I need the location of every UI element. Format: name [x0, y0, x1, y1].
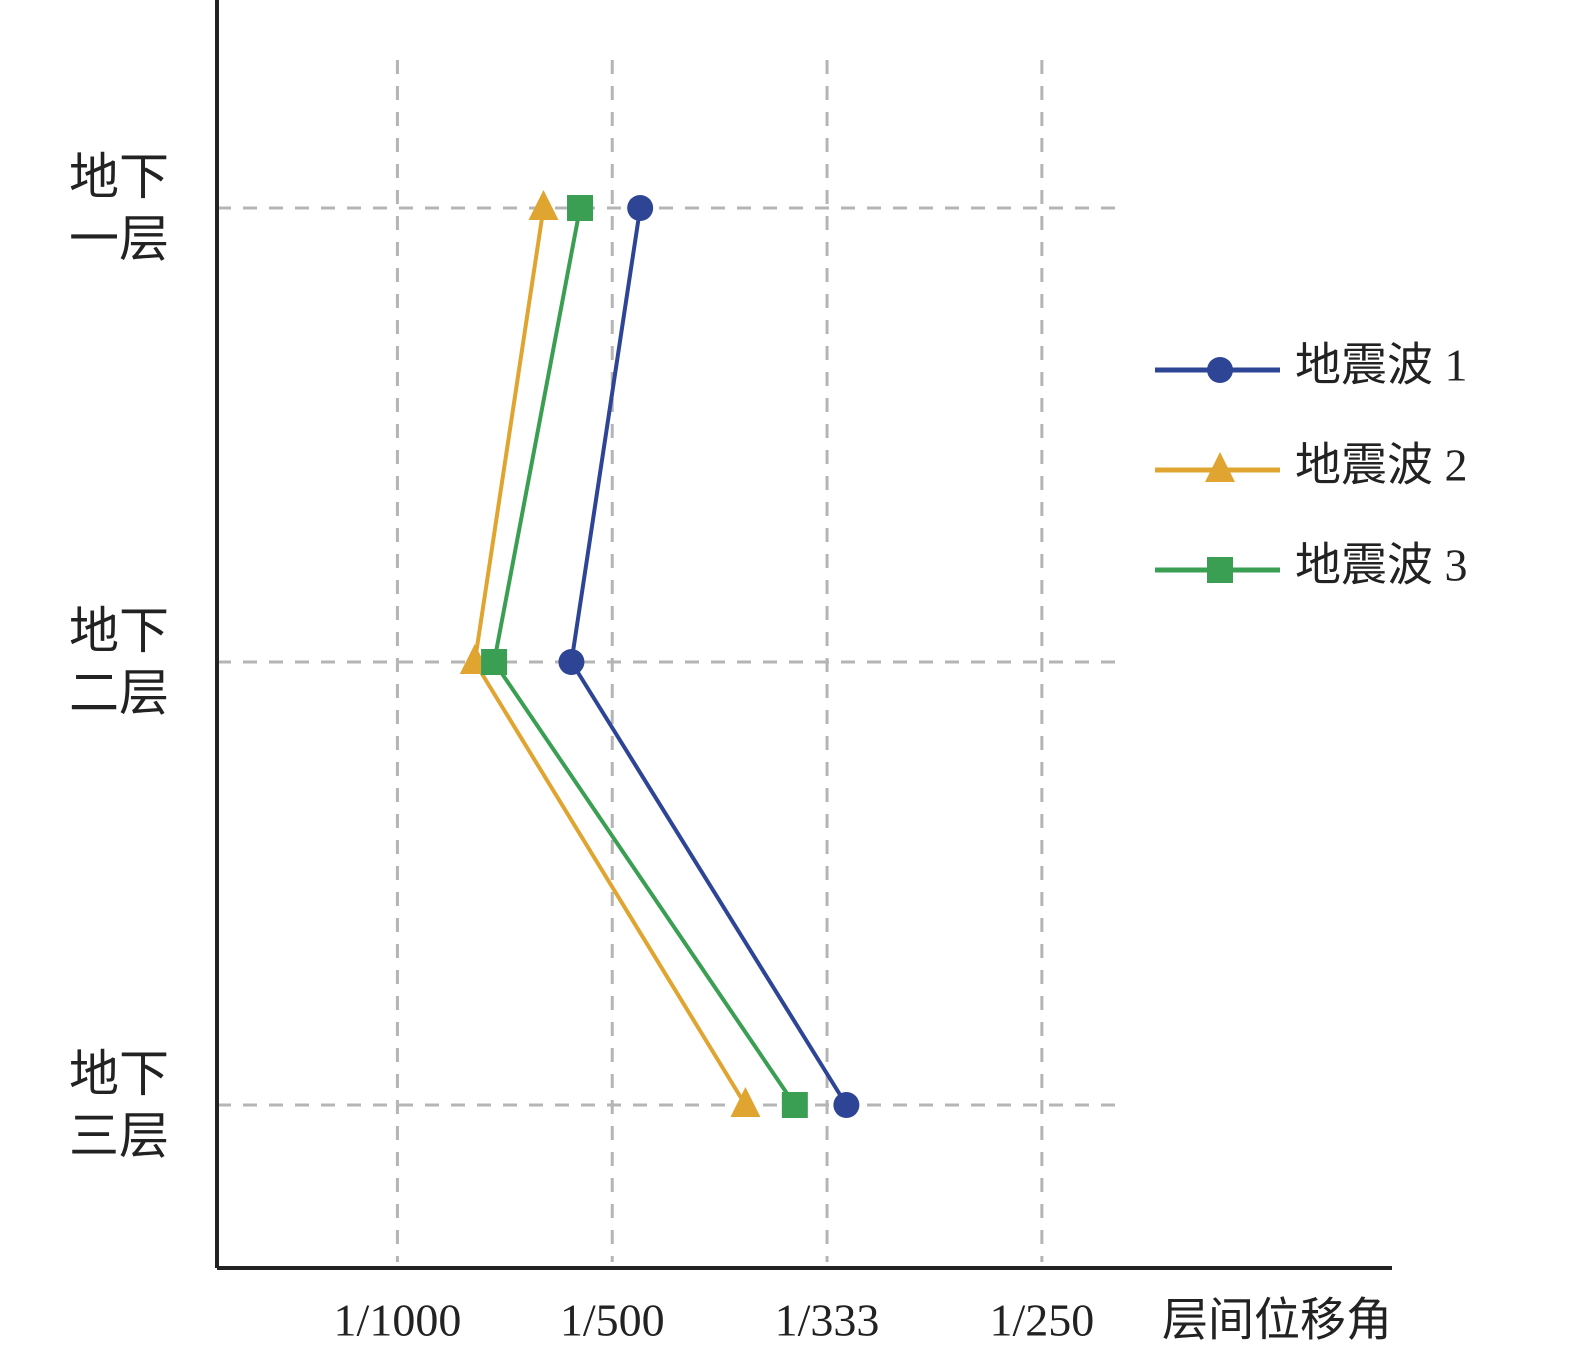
- y-tick-label: 地下三层: [69, 1046, 169, 1164]
- legend-marker: [1205, 452, 1235, 482]
- data-point: [730, 1087, 761, 1117]
- legend-marker: [1207, 557, 1233, 583]
- legend-label: 地震波 3: [1295, 540, 1468, 591]
- legend-marker: [1207, 357, 1233, 383]
- y-tick-label: 地下一层: [69, 149, 169, 267]
- x-tick-label: 1/500: [560, 1295, 665, 1346]
- y-tick-label: 地下二层: [69, 603, 169, 721]
- legend-label: 地震波 2: [1295, 440, 1468, 491]
- data-point: [627, 195, 654, 221]
- data-point: [528, 190, 559, 220]
- data-point: [833, 1092, 860, 1118]
- x-tick-label: 1/250: [989, 1295, 1094, 1346]
- x-tick-label: 1/1000: [334, 1295, 462, 1346]
- data-point: [781, 1092, 808, 1118]
- x-axis-label: 层间位移角: [1162, 1295, 1392, 1346]
- data-point: [558, 649, 585, 675]
- series-line: [491, 207, 797, 1107]
- data-point: [567, 195, 594, 221]
- legend-label: 地震波 1: [1295, 340, 1468, 391]
- data-point: [481, 649, 508, 675]
- x-tick-label: 1/333: [775, 1295, 880, 1346]
